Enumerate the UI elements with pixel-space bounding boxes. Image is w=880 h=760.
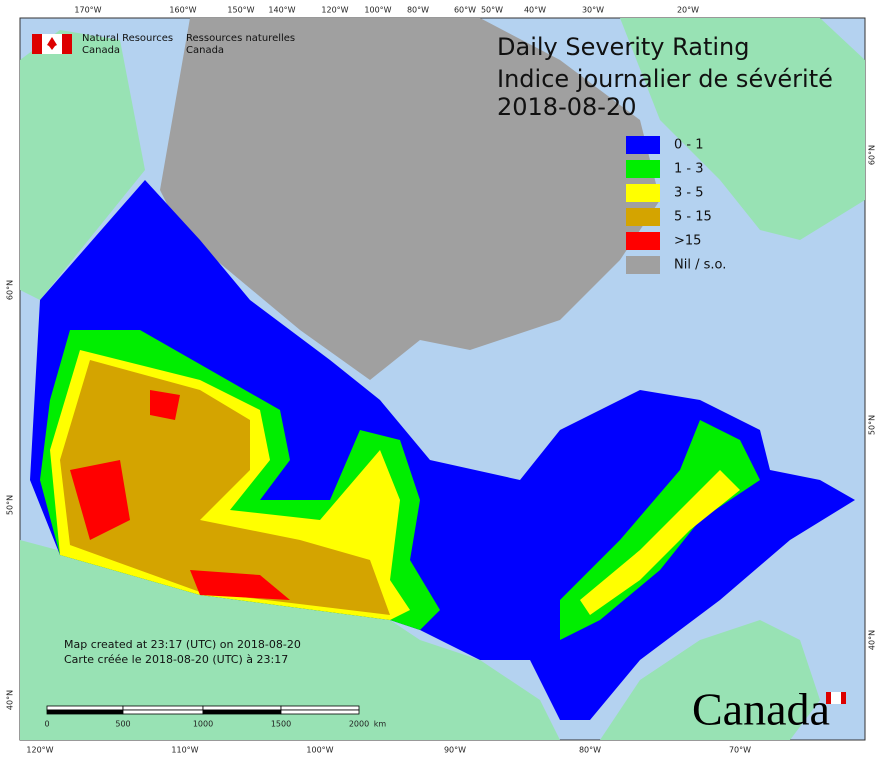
flag-bar xyxy=(62,34,72,54)
usa-east xyxy=(600,620,820,740)
graticule-label: 40°N xyxy=(868,630,877,650)
agency-name: Natural Resources xyxy=(82,33,173,44)
legend-swatch xyxy=(626,232,660,250)
legend-swatch xyxy=(626,256,660,274)
map-note: Carte créée le 2018-08-20 (UTC) à 23:17 xyxy=(64,653,288,666)
graticule-label: 80°W xyxy=(579,746,601,755)
scale-label: 2000 xyxy=(349,720,369,729)
scale-segment xyxy=(202,705,282,711)
legend-swatch xyxy=(626,160,660,178)
usa xyxy=(20,540,560,740)
legend-label: 5 - 15 xyxy=(674,210,712,225)
graticule-label: 100°W xyxy=(306,746,333,755)
scale-label: 1500 xyxy=(271,720,291,729)
graticule-label: 120°W xyxy=(26,746,53,755)
greenland xyxy=(620,18,865,240)
graticule-label: 110°W xyxy=(171,746,198,755)
graticule-label: 60°N xyxy=(868,145,877,165)
legend-label: Nil / s.o. xyxy=(674,258,726,273)
legend-label: 0 - 1 xyxy=(674,138,704,153)
graticule-label: 40°W xyxy=(524,6,546,15)
graticule-label: 20°W xyxy=(677,6,699,15)
agency-name: Canada xyxy=(186,45,224,56)
scale-label: 500 xyxy=(115,720,130,729)
legend-swatch xyxy=(626,136,660,154)
graticule-label: 170°W xyxy=(74,6,101,15)
alaska xyxy=(20,30,145,300)
map-title: Daily Severity Rating xyxy=(497,33,749,61)
scale-label: 1000 xyxy=(193,720,213,729)
scale-segment xyxy=(122,705,204,711)
legend-label: >15 xyxy=(674,234,701,249)
scale-segment xyxy=(280,709,360,715)
graticule-label: 80°W xyxy=(407,6,429,15)
map-title: 2018-08-20 xyxy=(497,93,636,121)
scale-label: 0 xyxy=(44,720,49,729)
legend-swatch xyxy=(626,208,660,226)
legend-label: 3 - 5 xyxy=(674,186,704,201)
scale-segment xyxy=(280,705,360,711)
wordmark: Canada xyxy=(692,684,830,735)
scale-segment xyxy=(202,709,282,715)
graticule-label: 150°W xyxy=(227,6,254,15)
scale-segment xyxy=(46,709,124,715)
graticule-label: 60°W xyxy=(454,6,476,15)
map-title: Indice journalier de sévérité xyxy=(497,65,833,93)
flag-bar xyxy=(32,34,42,54)
graticule-label: 100°W xyxy=(364,6,391,15)
flag xyxy=(32,34,72,54)
arctic-nil xyxy=(160,18,660,380)
legend-swatch xyxy=(626,184,660,202)
graticule-label: 50°N xyxy=(6,495,15,515)
agency-name: Ressources naturelles xyxy=(186,33,295,44)
graticule-label: 70°W xyxy=(729,746,751,755)
graticule-label: 120°W xyxy=(321,6,348,15)
legend-label: 1 - 3 xyxy=(674,162,704,177)
dsr-5-15 xyxy=(60,360,390,615)
map-note: Map created at 23:17 (UTC) on 2018-08-20 xyxy=(64,638,301,651)
graticule-label: 40°N xyxy=(6,690,15,710)
dsr-east-3-5 xyxy=(580,470,740,615)
graticule-label: 60°N xyxy=(6,280,15,300)
graticule-label: 160°W xyxy=(169,6,196,15)
graticule-label: 90°W xyxy=(444,746,466,755)
agency-name: Canada xyxy=(82,45,120,56)
maple-leaf xyxy=(47,37,57,50)
graticule-label: 50°W xyxy=(481,6,503,15)
scale-unit: km xyxy=(374,720,387,729)
scale-segment xyxy=(122,709,204,715)
scale-segment xyxy=(46,705,124,711)
graticule-label: 30°W xyxy=(582,6,604,15)
dsr-high xyxy=(70,390,290,600)
graticule-label: 140°W xyxy=(268,6,295,15)
graticule-label: 50°N xyxy=(868,415,877,435)
wordmark-flag xyxy=(831,692,841,704)
land xyxy=(20,18,865,740)
